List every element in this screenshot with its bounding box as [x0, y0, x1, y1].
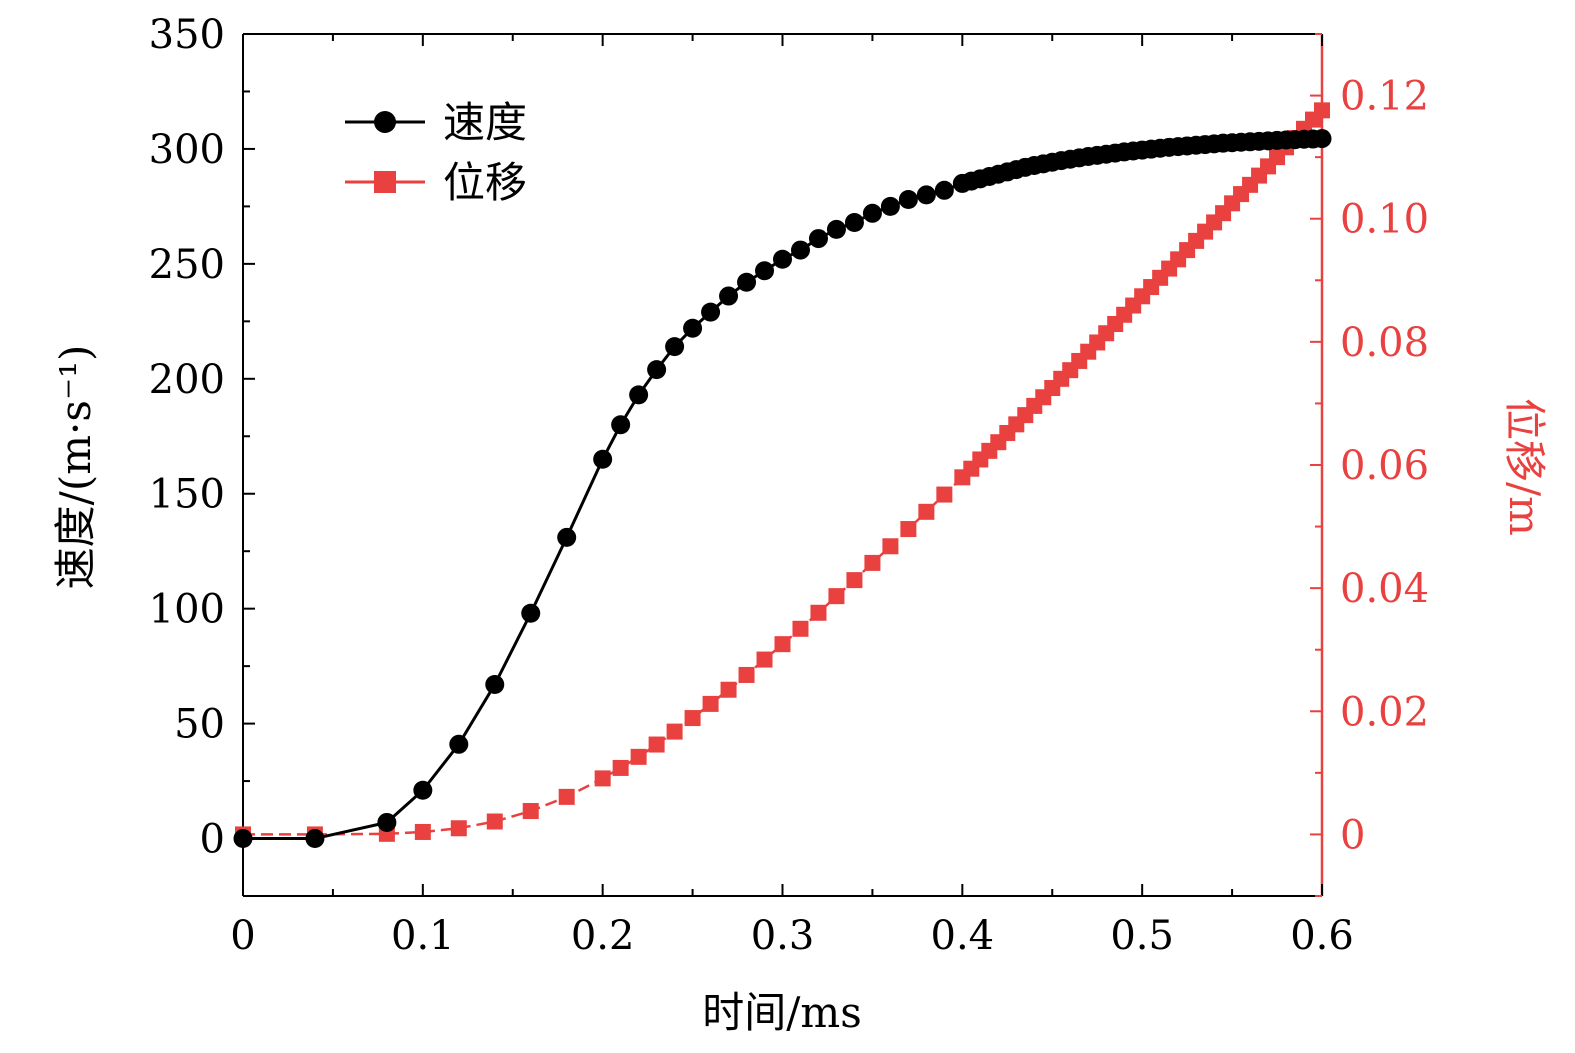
- x-axis-title: 时间/ms: [702, 988, 862, 1037]
- y-left-tick-label: 150: [149, 472, 225, 518]
- velocity-point: [611, 415, 631, 435]
- velocity-point: [719, 286, 739, 306]
- displacement-point: [486, 813, 503, 830]
- displacement-point: [828, 588, 845, 605]
- displacement-point: [720, 681, 737, 698]
- displacement-point: [522, 803, 539, 820]
- velocity-point: [233, 829, 253, 849]
- velocity-point: [844, 212, 864, 232]
- velocity-point: [377, 812, 397, 832]
- velocity-point: [916, 185, 936, 205]
- legend-displacement-marker: [374, 171, 396, 193]
- x-tick-label: 0.1: [391, 913, 455, 959]
- displacement-point: [846, 572, 863, 589]
- velocity-point: [413, 780, 433, 800]
- y-right-tick-label: 0.06: [1340, 443, 1429, 489]
- velocity-point: [934, 180, 954, 200]
- velocity-point: [521, 603, 541, 623]
- velocity-point: [1312, 129, 1332, 149]
- y-left-tick-label: 50: [174, 702, 225, 748]
- displacement-point: [450, 820, 467, 837]
- y-right-axis-title: 位移/m: [1500, 398, 1549, 536]
- x-tick-label: 0.4: [931, 913, 995, 959]
- velocity-point: [755, 261, 775, 281]
- axes-layer: 0 0.1 0.2 0.3 0.4 0.5 0.6 0 50 100 150 200 250 300 350…: [149, 12, 1429, 959]
- velocity-point: [485, 675, 505, 695]
- displacement-point: [702, 695, 719, 712]
- velocity-point: [449, 734, 469, 754]
- displacement-series-line: [243, 109, 1323, 836]
- x-tick-label: 0.6: [1290, 913, 1354, 959]
- displacement-point: [1314, 102, 1330, 119]
- displacement-point: [594, 770, 611, 787]
- displacement-point: [558, 788, 575, 805]
- displacement-point: [900, 521, 917, 538]
- displacement-point: [648, 736, 665, 753]
- x-tick-label: 0.5: [1110, 913, 1174, 959]
- velocity-point: [701, 302, 721, 322]
- velocity-point: [737, 272, 757, 292]
- velocity-point: [790, 240, 810, 260]
- velocity-point: [665, 337, 685, 357]
- displacement-point: [666, 723, 683, 740]
- velocity-point: [593, 449, 613, 469]
- legend-displacement-label: 位移: [443, 158, 527, 207]
- displacement-point: [864, 554, 881, 571]
- y-left-tick-label: 0: [200, 817, 225, 863]
- displacement-point: [684, 710, 701, 727]
- x-tick-label: 0: [230, 913, 255, 959]
- displacement-point: [756, 651, 773, 668]
- legend-velocity-label: 速度: [443, 98, 527, 147]
- y-right-tick-label: 0.10: [1340, 197, 1429, 243]
- displacement-point: [792, 620, 809, 637]
- x-tick-label: 0.3: [751, 913, 815, 959]
- displacement-point: [810, 604, 827, 621]
- y-left-tick-label: 300: [149, 127, 225, 173]
- y-left-tick-label: 250: [149, 242, 225, 288]
- legend: 速度 位移: [345, 98, 527, 207]
- y-left-tick-label: 100: [149, 587, 225, 633]
- displacement-point: [882, 538, 899, 555]
- velocity-point: [647, 360, 667, 380]
- y-right-tick-label: 0.08: [1340, 320, 1429, 366]
- velocity-point: [880, 196, 900, 216]
- displacement-point: [918, 503, 935, 520]
- velocity-point: [629, 385, 649, 405]
- displacement-point: [738, 666, 755, 683]
- y-left-tick-label: 200: [149, 357, 225, 403]
- velocity-point: [305, 829, 325, 849]
- displacement-point: [936, 486, 953, 503]
- velocity-point: [862, 203, 882, 223]
- y-left-tick-label: 350: [149, 12, 225, 58]
- series-layer: [233, 102, 1332, 849]
- velocity-series-line: [243, 137, 1323, 841]
- y-right-tick-label: 0.02: [1340, 689, 1429, 735]
- velocity-point: [898, 190, 918, 210]
- y-right-tick-label: 0.04: [1340, 566, 1429, 612]
- legend-velocity-marker: [374, 111, 396, 133]
- velocity-point: [773, 249, 792, 269]
- y-right-tick-label: 0.12: [1340, 74, 1429, 120]
- x-tick-label: 0.2: [571, 913, 635, 959]
- displacement-point: [612, 759, 629, 776]
- displacement-point: [630, 748, 647, 765]
- velocity-point: [557, 527, 577, 547]
- y-right-tick-label: 0: [1340, 812, 1365, 858]
- displacement-point: [774, 636, 791, 653]
- y-left-axis-title: 速度/(m·s⁻¹): [51, 345, 100, 590]
- velocity-point: [683, 318, 703, 338]
- displacement-point: [414, 823, 431, 840]
- velocity-point: [808, 229, 828, 249]
- velocity-point: [826, 219, 846, 239]
